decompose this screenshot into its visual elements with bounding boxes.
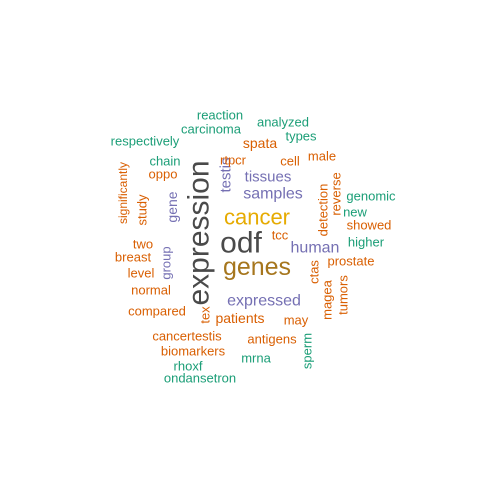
word-mrna: mrna <box>241 351 271 366</box>
word-analyzed: analyzed <box>257 115 309 130</box>
word-male: male <box>308 149 336 164</box>
word-oppo: oppo <box>149 167 178 182</box>
word-ctas: ctas <box>307 260 322 284</box>
word-level: level <box>128 266 155 281</box>
word-chain: chain <box>149 154 180 169</box>
word-sperm: sperm <box>300 333 315 369</box>
word-samples: samples <box>243 186 303 203</box>
word-types: types <box>285 129 317 144</box>
word-odf: odf <box>220 227 262 260</box>
word-significantly: significantly <box>116 162 130 224</box>
word-group: group <box>159 246 174 279</box>
word-ondansetron: ondansetron <box>164 371 236 386</box>
word-rtpcr: rtpcr <box>220 153 247 168</box>
word-expressed: expressed <box>227 293 301 310</box>
word-cancertestis: cancertestis <box>152 329 222 344</box>
word-tcc: tcc <box>272 228 289 243</box>
word-tumors: tumors <box>336 275 351 315</box>
word-antigens: antigens <box>247 332 297 347</box>
word-gene: gene <box>164 191 180 222</box>
word-two: two <box>133 237 153 252</box>
word-biomarkers: biomarkers <box>161 344 226 359</box>
word-respectively: respectively <box>111 134 180 149</box>
word-genomic: genomic <box>346 189 396 204</box>
word-carcinoma: carcinoma <box>181 122 242 137</box>
word-magea: magea <box>320 279 335 320</box>
word-patients: patients <box>215 310 264 326</box>
word-human: human <box>291 240 340 257</box>
word-detection: detection <box>316 184 331 237</box>
word-expression: expression <box>183 160 216 305</box>
word-cancer: cancer <box>224 205 290 230</box>
word-showed: showed <box>347 218 392 233</box>
word-tex: tex <box>198 306 213 324</box>
word-may: may <box>284 313 309 328</box>
word-genes: genes <box>223 253 291 281</box>
word-reverse: reverse <box>329 172 344 215</box>
word-compared: compared <box>128 304 186 319</box>
word-higher: higher <box>348 235 385 250</box>
word-prostate: prostate <box>328 254 375 269</box>
word-spata: spata <box>243 135 277 151</box>
word-cell: cell <box>280 154 300 169</box>
word-study: study <box>135 194 150 226</box>
word-normal: normal <box>131 283 171 298</box>
word-breast: breast <box>115 250 152 265</box>
word-tissues: tissues <box>245 169 292 186</box>
word-testis: testis <box>218 157 235 192</box>
word-new: new <box>343 205 367 220</box>
word-reaction: reaction <box>197 108 243 123</box>
word-rhoxf: rhoxf <box>174 359 203 374</box>
